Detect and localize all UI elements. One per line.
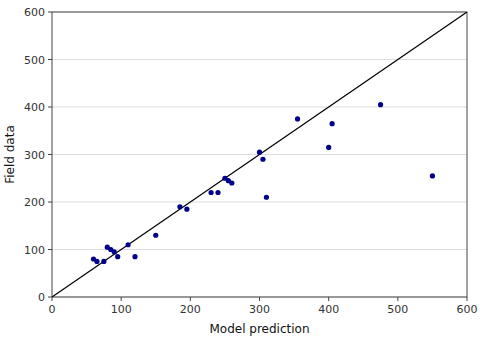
- chart-container: 0 100 200 300 400 500 600 0 100 200 300 400 500 600 Mo…: [0, 0, 483, 341]
- scatter-point: [215, 190, 220, 195]
- y-tick: [48, 297, 52, 298]
- scatter-point: [260, 157, 265, 162]
- scatter-point: [153, 233, 158, 238]
- y-tick-label: 300: [24, 149, 45, 162]
- scatter-point: [257, 150, 262, 155]
- reference-line: [52, 12, 467, 297]
- x-tick-label: 500: [387, 303, 408, 316]
- scatter-point: [430, 173, 435, 178]
- y-tick: [48, 12, 52, 13]
- scatter-point: [132, 254, 137, 259]
- x-axis-label: Model prediction: [209, 322, 309, 336]
- y-tick: [48, 154, 52, 155]
- y-tick: [48, 202, 52, 203]
- y-tick-label: 500: [24, 54, 45, 67]
- x-tick-label: 400: [318, 303, 339, 316]
- grid-line: [52, 202, 467, 203]
- scatter-point: [101, 259, 106, 264]
- scatter-point: [112, 249, 117, 254]
- grid-line: [52, 107, 467, 108]
- plot-data: [52, 12, 467, 297]
- scatter-point: [177, 204, 182, 209]
- scatter-point: [330, 121, 335, 126]
- chart: 0 100 200 300 400 500 600 0 100 200 300 400 500 600 Mo…: [0, 0, 483, 341]
- x-tick: [328, 297, 329, 301]
- grid: [52, 12, 467, 297]
- x-tick-label: 300: [249, 303, 270, 316]
- scatter-point: [295, 116, 300, 121]
- y-tick-label: 0: [38, 291, 45, 304]
- scatter-point: [184, 207, 189, 212]
- x-tick: [121, 297, 122, 301]
- x-tick: [397, 297, 398, 301]
- x-tick-label: 600: [457, 303, 478, 316]
- y-tick-label: 100: [24, 244, 45, 257]
- y-axis-label: Field data: [3, 125, 17, 184]
- grid-line: [52, 59, 467, 60]
- scatter-point: [378, 102, 383, 107]
- x-tick: [52, 297, 53, 301]
- scatter-point: [94, 259, 99, 264]
- y-tick: [48, 107, 52, 108]
- x-tick-label: 0: [49, 303, 56, 316]
- x-tick-label: 100: [111, 303, 132, 316]
- y-tick: [48, 249, 52, 250]
- y-tick-label: 600: [24, 6, 45, 19]
- x-tick-label: 200: [180, 303, 201, 316]
- x-tick: [467, 297, 468, 301]
- scatter-point: [264, 195, 269, 200]
- x-tick: [259, 297, 260, 301]
- scatter-point: [326, 145, 331, 150]
- scatter-point: [229, 180, 234, 185]
- scatter-point: [208, 190, 213, 195]
- y-tick: [48, 59, 52, 60]
- y-tick-label: 200: [24, 196, 45, 209]
- scatter-point: [125, 242, 130, 247]
- x-tick: [190, 297, 191, 301]
- y-tick-label: 400: [24, 101, 45, 114]
- axes: 0 100 200 300 400 500 600 0 100 200 300 400 500 600: [24, 6, 478, 316]
- scatter-point: [115, 254, 120, 259]
- plot-frame: [52, 12, 467, 297]
